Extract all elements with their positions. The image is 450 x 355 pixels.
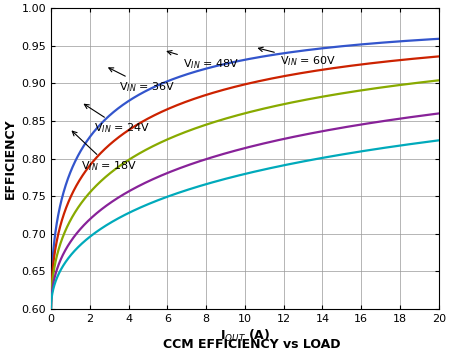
Text: V$_{IN}$ = 18V: V$_{IN}$ = 18V: [72, 131, 137, 173]
Text: V$_{IN}$ = 36V: V$_{IN}$ = 36V: [109, 68, 175, 94]
X-axis label: I$_{OUT}$ (A): I$_{OUT}$ (A): [220, 328, 270, 344]
Text: V$_{IN}$ = 24V: V$_{IN}$ = 24V: [85, 104, 150, 135]
Y-axis label: EFFICIENCY: EFFICIENCY: [4, 118, 17, 199]
Text: V$_{IN}$ = 48V: V$_{IN}$ = 48V: [167, 50, 239, 71]
Text: V$_{IN}$ = 60V: V$_{IN}$ = 60V: [258, 47, 336, 68]
Text: CCM EFFICIENCY vs LOAD: CCM EFFICIENCY vs LOAD: [163, 338, 341, 351]
